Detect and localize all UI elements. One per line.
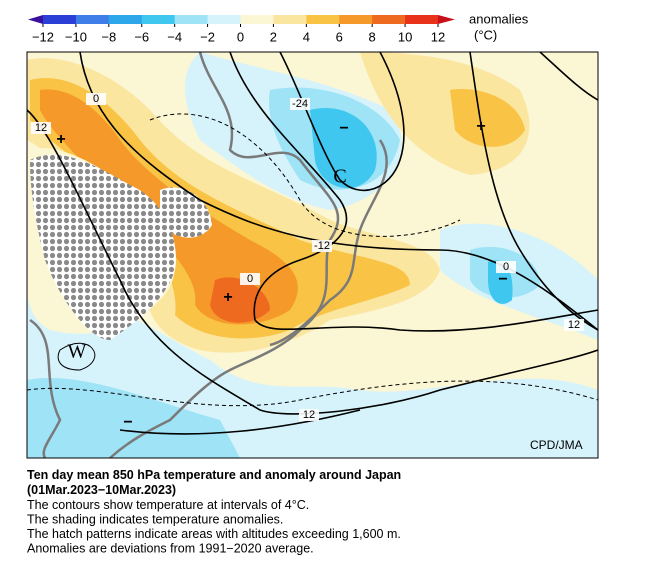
caption-line: Anomalies are deviations from 1991−2020 … xyxy=(27,542,314,556)
contour-label: 12 xyxy=(568,319,580,331)
anomaly-area xyxy=(30,78,410,339)
contour-label: 12 xyxy=(303,409,315,421)
contour-label: 0 xyxy=(503,261,509,273)
colorbar-over xyxy=(438,15,455,24)
map-labels: 0 12 -24 -12 0 0 12 12 + + + − − − C W xyxy=(31,93,584,431)
colorbar-tick-label: −6 xyxy=(134,29,149,44)
colorbar-bin xyxy=(306,15,340,24)
caption-line: The hatch patterns indicate areas with a… xyxy=(27,527,401,541)
pressure-center-label: W xyxy=(68,341,87,363)
contour-label: 12 xyxy=(35,122,47,134)
coastlines xyxy=(29,52,388,458)
map xyxy=(27,52,598,458)
credit: CPD/JMA xyxy=(530,438,583,452)
caption-line: The shading indicates temperature anomal… xyxy=(27,513,283,527)
colorbar-tick-label: 8 xyxy=(369,29,376,44)
colorbar-tick-label: 6 xyxy=(336,29,343,44)
colorbar-bin xyxy=(240,15,274,24)
contours xyxy=(27,52,598,435)
anomaly-marker: + xyxy=(476,118,485,135)
colorbar-tick-label: −12 xyxy=(32,29,54,44)
colorbar-bin xyxy=(75,15,110,24)
colorbar-bin xyxy=(339,15,373,24)
colorbar-bin xyxy=(174,15,209,24)
contour-label-bg xyxy=(31,122,51,134)
colorbar-tick-label: 0 xyxy=(237,29,244,44)
caption: Ten day mean 850 hPa temperature and ano… xyxy=(27,468,401,556)
contour-label: -12 xyxy=(314,240,330,252)
pressure-center-label: C xyxy=(333,166,346,188)
caption-title: (01Mar.2023−10Mar.2023) xyxy=(27,483,176,497)
anomaly-marker: − xyxy=(498,271,507,288)
anomaly-marker: + xyxy=(223,289,232,306)
colorbar-under xyxy=(28,15,43,24)
colorbar: −12 −10 −8 −6 −4 −2 0 2 4 6 8 10 12 xyxy=(28,15,455,44)
anomaly-marker: − xyxy=(123,414,132,431)
contour-label: 0 xyxy=(247,273,253,285)
high-altitude-hatch xyxy=(30,154,176,340)
anomaly-area xyxy=(27,378,240,458)
colorbar-unit: (°C) xyxy=(474,27,497,42)
colorbar-bin xyxy=(43,15,77,24)
caption-title: Ten day mean 850 hPa temperature and ano… xyxy=(27,468,401,482)
anomaly-marker: + xyxy=(56,131,65,148)
colorbar-bin xyxy=(207,15,241,24)
anomaly-area xyxy=(450,89,525,147)
map-frame xyxy=(26,51,599,459)
colorbar-tick-label: 12 xyxy=(431,29,445,44)
colorbar-bin xyxy=(273,15,307,24)
colorbar-tick-label: −4 xyxy=(167,29,182,44)
anomaly-area xyxy=(310,108,377,189)
zero-anomaly-lines xyxy=(27,113,598,407)
contour-label: 0 xyxy=(93,93,99,105)
contour-label: -24 xyxy=(292,98,308,110)
colorbar-tick-label: −2 xyxy=(200,29,215,44)
colorbar-tick-label: 4 xyxy=(303,29,310,44)
colorbar-tick-label: 2 xyxy=(270,29,277,44)
colorbar-bin xyxy=(108,15,143,24)
contour-label-bg xyxy=(496,261,516,273)
contour-label-bg xyxy=(312,240,332,252)
colorbar-bin xyxy=(372,15,406,24)
colorbar-tick-label: −8 xyxy=(101,29,116,44)
colorbar-bin xyxy=(141,15,176,24)
caption-line: The contours show temperature at interva… xyxy=(27,498,309,512)
colorbar-bin xyxy=(405,15,439,24)
contour-label-bg xyxy=(299,409,319,421)
colorbar-tick-label: 10 xyxy=(398,29,412,44)
colorbar-title: anomalies xyxy=(469,11,529,26)
contour-label-bg xyxy=(240,273,260,285)
colorbar-tick-label: −10 xyxy=(65,29,87,44)
contour-label-bg xyxy=(564,319,584,331)
contour-label-bg xyxy=(86,93,106,105)
contour-label-bg xyxy=(290,98,310,110)
anomaly-marker: − xyxy=(339,120,348,137)
contour xyxy=(57,342,96,371)
